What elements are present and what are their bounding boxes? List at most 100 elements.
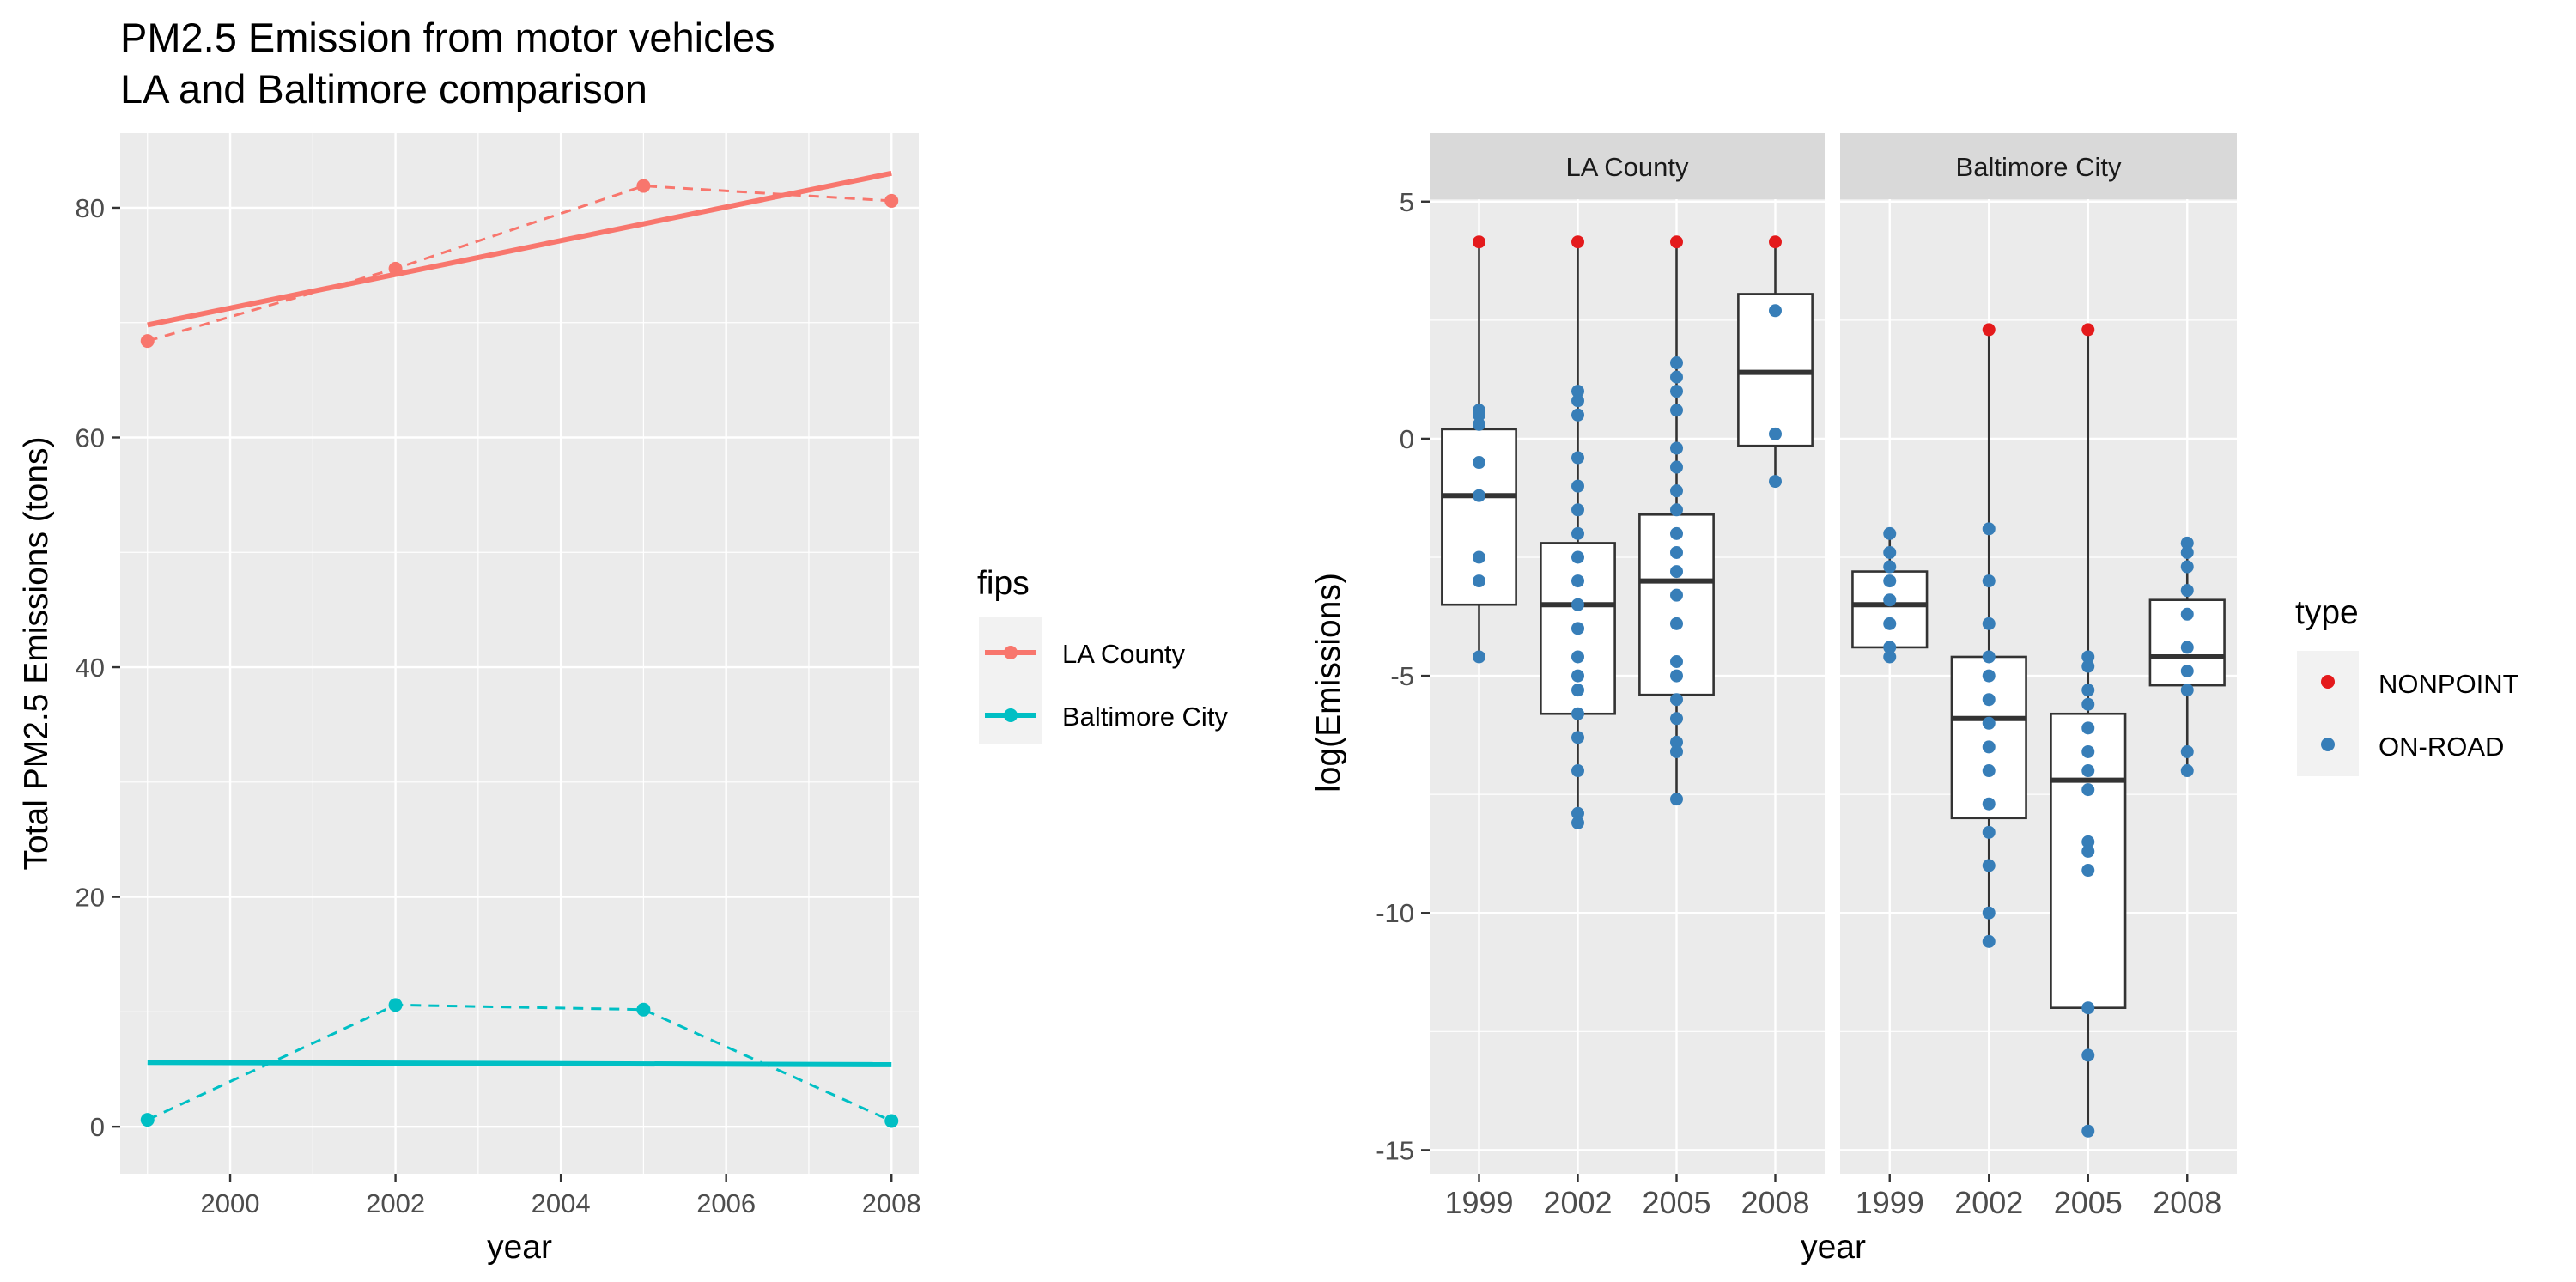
fips-legend-label-baltimore-city: Baltimore City: [1062, 702, 1228, 732]
data-point-nonpoint-la-county-2002: [1571, 235, 1584, 249]
data-point-on-road-la-county-2002: [1571, 394, 1584, 408]
x-tick-label: 2002: [366, 1188, 425, 1218]
data-point-on-road-la-county-2005: [1670, 503, 1683, 517]
data-point-on-road-la-county-2005: [1670, 669, 1683, 683]
data-point-on-road-baltimore-city-2005: [2081, 835, 2095, 848]
data-point-on-road-baltimore-city-2005: [2081, 659, 2095, 673]
data-point-on-road-la-county-1999: [1473, 650, 1485, 664]
data-point-on-road-baltimore-city-2002: [1982, 740, 1996, 754]
x-tick-label: 2008: [2153, 1185, 2221, 1220]
data-point-on-road-la-county-2005: [1670, 545, 1683, 559]
data-point-on-road-la-county-2002: [1571, 479, 1584, 493]
fips-legend: fips LA County Baltimore City: [977, 565, 1228, 744]
data-point-on-road-baltimore-city-2008: [2180, 560, 2194, 574]
data-point-on-road-baltimore-city-1999: [1883, 560, 1897, 574]
data-point-on-road-la-county-2002: [1571, 503, 1584, 517]
boxplot-y-axis-title: log(Emissions): [1310, 573, 1347, 793]
data-point-on-road-la-county-2002: [1571, 707, 1584, 720]
data-point-on-road-baltimore-city-1999: [1883, 574, 1897, 588]
trend-line-baltimore-city: [147, 1060, 892, 1067]
legend-key-point-on-road: [2321, 738, 2335, 751]
data-point-on-road-la-county-2005: [1670, 735, 1683, 749]
y-tick-label: 5: [1400, 187, 1414, 217]
data-point-on-road-baltimore-city-2008: [2180, 536, 2194, 550]
data-point-on-road-baltimore-city-2008: [2180, 641, 2194, 654]
data-point-on-road-baltimore-city-2005: [2081, 684, 2095, 697]
data-point-nonpoint-baltimore-city-2005: [2081, 323, 2095, 337]
data-point-on-road-la-county-2002: [1571, 669, 1584, 683]
line-chart-marks: [140, 170, 899, 1128]
data-point-on-road-baltimore-city-2005: [2081, 783, 2095, 797]
series-line-baltimore-city: [147, 1003, 892, 1122]
data-point-on-road-la-county-2008: [1769, 475, 1782, 489]
trend-line-la-county: [147, 170, 892, 328]
data-point-on-road-la-county-2005: [1670, 441, 1683, 455]
x-tick-label: 2004: [532, 1188, 591, 1218]
data-point-on-road-baltimore-city-2005: [2081, 1048, 2095, 1062]
data-point-on-road-baltimore-city-2002: [1982, 825, 1996, 839]
data-point-on-road-baltimore-city-2005: [2081, 844, 2095, 858]
data-point-on-road-baltimore-city-2005: [2081, 764, 2095, 778]
data-point-on-road-la-county-2005: [1670, 356, 1683, 370]
data-point-on-road-la-county-2002: [1571, 385, 1584, 398]
data-point-on-road-baltimore-city-2002: [1982, 716, 1996, 730]
data-point-on-road-baltimore-city-2002: [1982, 669, 1996, 683]
data-point-on-road-baltimore-city-1999: [1883, 545, 1897, 559]
data-point-on-road-baltimore-city-2002: [1982, 574, 1996, 588]
data-point-on-road-baltimore-city-2005: [2081, 1001, 2095, 1015]
data-point-on-road-baltimore-city-2005: [2081, 1124, 2095, 1138]
data-point-on-road-la-county-2005: [1670, 460, 1683, 474]
data-point-on-road-la-county-2002: [1571, 451, 1584, 465]
data-point-on-road-la-county-2005: [1670, 370, 1683, 384]
data-point-on-road-baltimore-city-2002: [1982, 797, 1996, 811]
fips-legend-title: fips: [977, 565, 1030, 602]
data-point-on-road-la-county-1999: [1473, 550, 1485, 564]
facet-marks-la-county: [1441, 235, 1814, 829]
data-point-on-road-la-county-2008: [1769, 427, 1782, 440]
facet-strip-label-baltimore-city: Baltimore City: [1956, 152, 2122, 182]
type-legend-label-on-road: ON-ROAD: [2379, 732, 2504, 762]
data-point-nonpoint-la-county-2008: [1769, 235, 1782, 249]
data-point-baltimore-city: [636, 1002, 651, 1017]
data-point-on-road-la-county-2005: [1670, 565, 1683, 579]
data-point-on-road-la-county-2002: [1571, 408, 1584, 422]
line-chart-axes: 2000 2002 2004 2006 2008 0 20 40 60 80: [76, 193, 921, 1218]
data-point-on-road-la-county-2005: [1670, 617, 1683, 630]
data-point-on-road-la-county-2005: [1670, 744, 1683, 758]
data-point-on-road-baltimore-city-2005: [2081, 744, 2095, 758]
data-point-on-road-baltimore-city-1999: [1883, 617, 1897, 630]
data-point-baltimore-city: [140, 1113, 155, 1127]
y-tick-label: 60: [76, 423, 105, 453]
data-point-on-road-baltimore-city-2002: [1982, 522, 1996, 536]
data-point-on-road-baltimore-city-2008: [2180, 684, 2194, 697]
data-point-baltimore-city: [884, 1114, 899, 1128]
x-tick-label: 2002: [1954, 1185, 2023, 1220]
faceted-boxplot-chart: 5 0 -5 -10 -15 LA County 1999 2002 2005 2008 Ba…: [1310, 133, 2237, 1266]
data-point-la-county: [884, 193, 899, 208]
data-point-on-road-baltimore-city-1999: [1883, 641, 1897, 654]
line-chart-y-axis-title: Total PM2.5 Emissions (tons): [18, 436, 55, 870]
data-point-on-road-baltimore-city-2005: [2081, 864, 2095, 878]
fips-legend-keys: [985, 646, 1036, 722]
data-point-nonpoint-la-county-1999: [1473, 235, 1485, 249]
data-point-on-road-la-county-2005: [1670, 404, 1683, 417]
data-point-on-road-baltimore-city-2008: [2180, 607, 2194, 621]
data-point-on-road-la-county-2002: [1571, 806, 1584, 820]
series-line-la-county: [147, 185, 892, 343]
data-point-on-road-la-county-1999: [1473, 489, 1485, 502]
type-legend-label-nonpoint: NONPOINT: [2379, 669, 2519, 699]
y-tick-label: -15: [1376, 1135, 1414, 1165]
data-point-on-road-la-county-1999: [1473, 408, 1485, 422]
data-point-on-road-la-county-2002: [1571, 574, 1584, 588]
data-point-on-road-la-county-2005: [1670, 712, 1683, 726]
data-point-on-road-la-county-2005: [1670, 588, 1683, 602]
data-point-on-road-la-county-1999: [1473, 417, 1485, 431]
y-tick-label: -5: [1390, 661, 1414, 691]
x-tick-label: 2006: [696, 1188, 756, 1218]
data-point-on-road-baltimore-city-2008: [2180, 545, 2194, 559]
x-tick-label: 2002: [1543, 1185, 1612, 1220]
facet-la-county: LA County 1999 2002 2005 2008: [1430, 133, 1825, 1220]
data-point-on-road-la-county-2005: [1670, 693, 1683, 707]
data-point-on-road-baltimore-city-1999: [1883, 650, 1897, 664]
